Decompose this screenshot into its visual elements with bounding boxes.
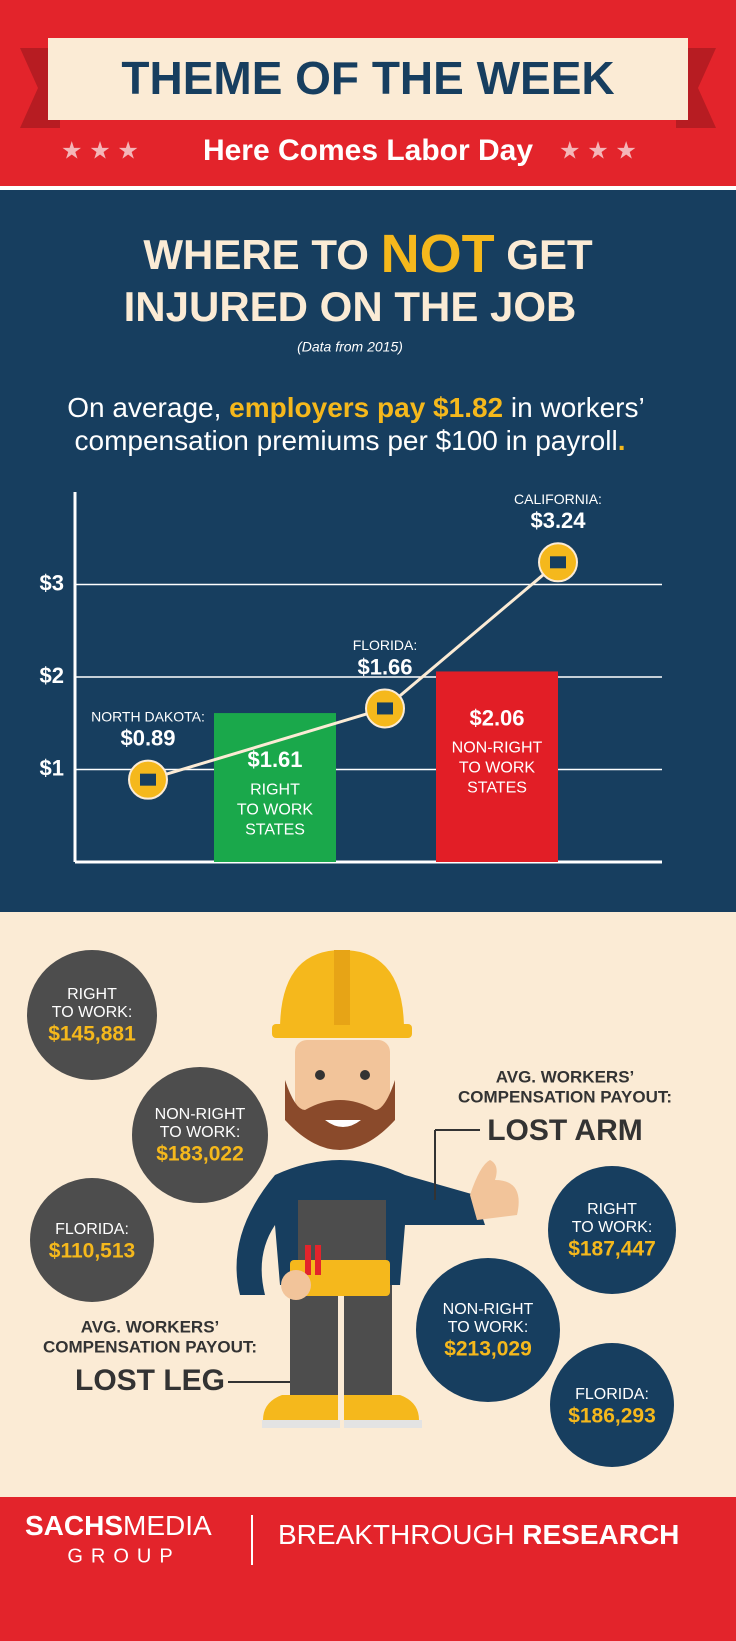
y-tick-label: $3 [40,570,64,595]
point-label: NORTH DAKOTA: [91,708,205,724]
bar-label: STATES [467,780,527,797]
tagline: BREAKTHROUGH RESEARCH [278,1519,679,1550]
state-icon [550,556,566,569]
stars: ★ ★ ★ [559,137,637,164]
caption: COMPENSATION PAYOUT: [458,1087,672,1106]
payout-amount: $110,513 [49,1240,135,1263]
note: (Data from 2015) [297,339,403,355]
bar-label: STATES [245,821,305,838]
header-title: THEME OF THE WEEK [121,52,614,104]
state-icon [377,702,393,715]
payout-amount: $187,447 [568,1238,656,1261]
heading: LOST LEG [75,1364,225,1397]
payout-amount: $145,881 [48,1023,136,1046]
chart-bg [0,190,736,912]
chart: $1 $2 $3 $1.61 RIGHT TO WORK STATES $2.06 NON-RI… [40,491,662,864]
point-value-label: $3.24 [530,508,586,533]
payout-label: TO WORK: [572,1219,653,1236]
point-value-label: $0.89 [120,725,175,750]
payout-circle [132,1067,268,1203]
bar-label: TO WORK [459,760,535,777]
payout-label: FLORIDA: [55,1221,129,1238]
bar-label: RIGHT [250,781,300,798]
payout-label: NON-RIGHT [155,1106,246,1123]
payout-label: TO WORK: [52,1004,133,1021]
point-value-label: $1.66 [357,654,412,679]
banner [48,38,688,120]
stars: ★ ★ ★ [61,137,139,164]
payout-label: FLORIDA: [575,1386,649,1403]
payouts: AVG. WORKERS’COMPENSATION PAYOUT:LOST AR… [27,950,676,1467]
payout-label: TO WORK: [160,1124,241,1141]
headline: WHERE TO NOT GET [143,224,593,284]
summary: On average, employers pay $1.82 in worke… [67,392,644,423]
state-icon [140,773,156,786]
caption: COMPENSATION PAYOUT: [43,1337,257,1356]
header-subtitle: Here Comes Labor Day [203,134,533,167]
divider [0,186,736,190]
worker [236,950,519,1428]
point-label: FLORIDA: [353,637,418,653]
heading: LOST ARM [487,1114,643,1147]
payout-circle [30,1178,154,1302]
payout-label: RIGHT [587,1201,637,1218]
payout-circle [416,1258,560,1402]
payout-amount: $213,029 [444,1338,532,1361]
bar-label: TO WORK [237,801,313,818]
payout-circle [548,1166,676,1294]
payout-label: TO WORK: [448,1319,529,1336]
payout-circle [550,1343,674,1467]
bar-value-label: $1.61 [247,747,302,772]
bar [214,713,336,862]
brand-group: GROUP [67,1545,180,1567]
payout-amount: $183,022 [156,1143,244,1166]
summary: compensation premiums per $100 in payrol… [75,425,626,456]
bar-value-label: $2.06 [469,705,524,730]
caption: AVG. WORKERS’ [496,1067,635,1086]
headline: INJURED ON THE JOB [124,283,577,330]
payout-circle [27,950,157,1080]
caption: AVG. WORKERS’ [81,1317,220,1336]
payout-amount: $186,293 [568,1405,656,1428]
footer-bg [0,1497,736,1641]
bar [436,671,558,862]
bar-label: NON-RIGHT [452,740,543,757]
point-label: CALIFORNIA: [514,491,602,507]
brand: SACHSMEDIA [25,1510,212,1541]
y-tick-label: $1 [40,755,64,780]
payout-label: RIGHT [67,986,117,1003]
payout-label: NON-RIGHT [443,1301,534,1318]
y-tick-label: $2 [40,663,64,688]
